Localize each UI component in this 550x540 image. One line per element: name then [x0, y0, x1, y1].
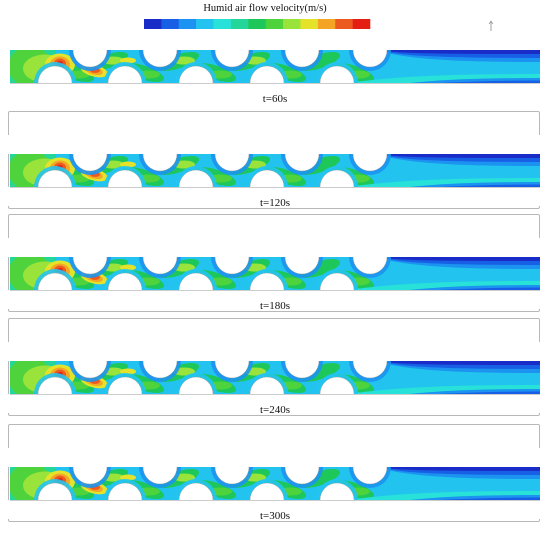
colorbar-title: Humid air flow velocity(m/s): [203, 3, 327, 14]
colorbar-swatch: [335, 19, 353, 29]
colorbar-swatch: [213, 19, 232, 29]
panel-time-label: t=120s: [259, 197, 291, 209]
colorbar-swatch: [196, 19, 214, 29]
panel-time-label: t=240s: [259, 404, 291, 416]
velocity-field: [10, 361, 540, 394]
panel-time-label: t=300s: [259, 510, 291, 522]
panel-time-label: t=60s: [262, 93, 288, 105]
colorbar-swatch: [300, 19, 319, 29]
colorbar-swatch: [144, 19, 162, 29]
colorbar-swatch: [265, 19, 284, 29]
axis-triad-arrow: [488, 20, 494, 25]
colorbar-swatch: [178, 19, 197, 29]
colorbar-swatch: [352, 19, 371, 29]
colorbar-swatch: [161, 19, 180, 29]
colorbar-swatch: [230, 19, 249, 29]
colorbar-swatch: [317, 19, 336, 29]
panel-time-label: t=180s: [259, 300, 291, 312]
colorbar-swatch: [283, 19, 301, 29]
colorbar-swatch: [248, 19, 266, 29]
